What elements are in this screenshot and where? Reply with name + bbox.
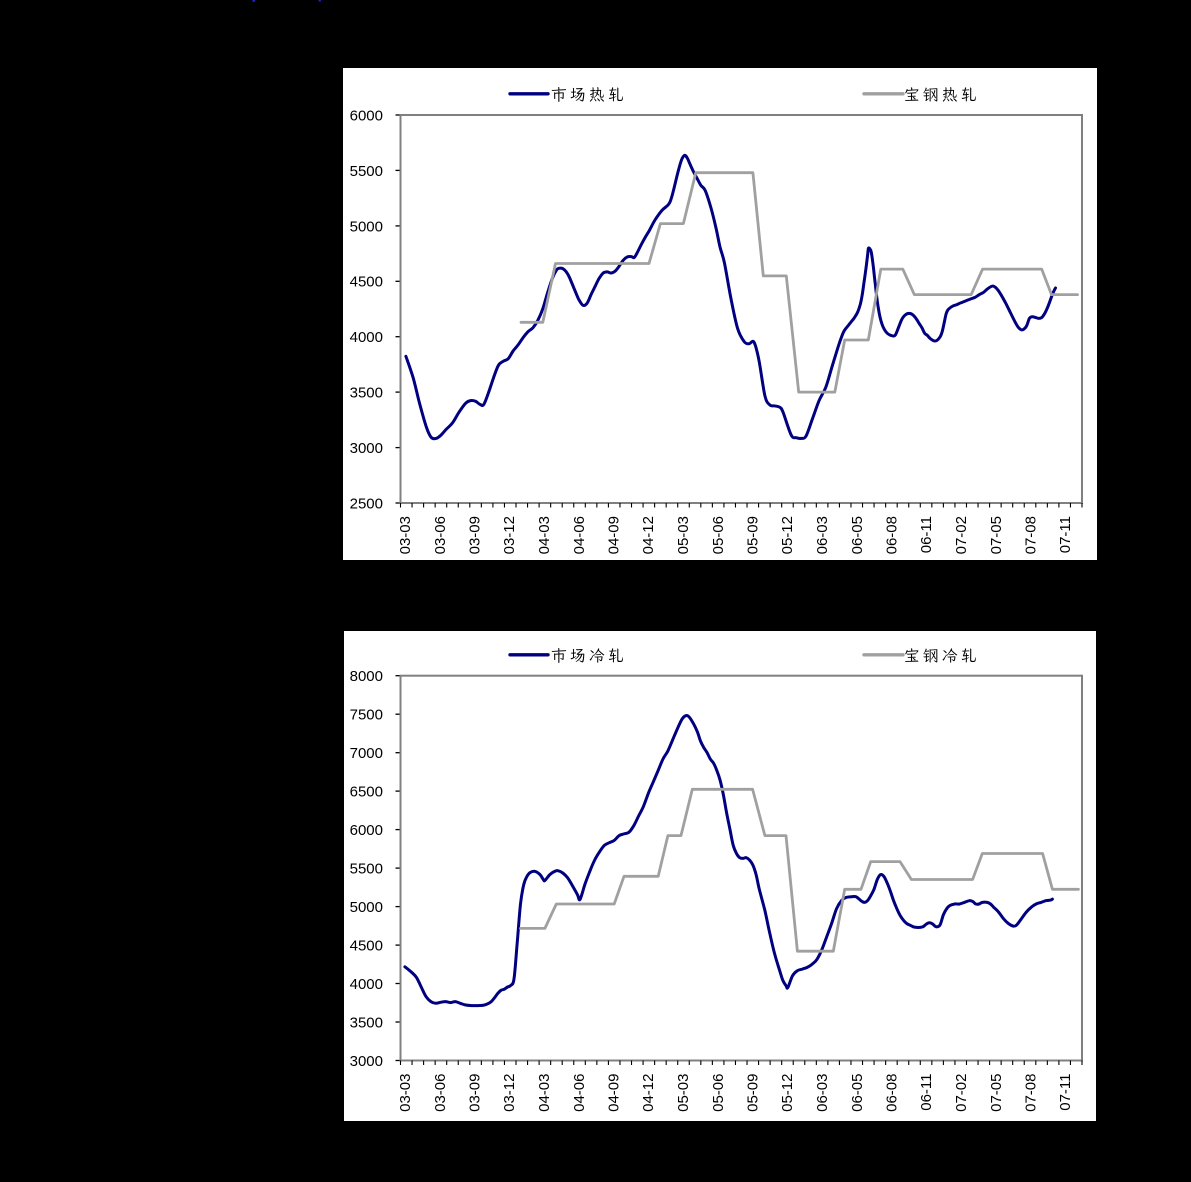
svg-text:4500: 4500	[350, 938, 383, 955]
svg-text:07-02: 07-02	[953, 1074, 970, 1112]
svg-text:06-11: 06-11	[918, 516, 935, 553]
svg-text:05-12: 05-12	[779, 516, 796, 554]
svg-text:5000: 5000	[350, 899, 383, 916]
svg-text:8000: 8000	[350, 668, 383, 685]
svg-text:06-05: 06-05	[849, 1074, 866, 1112]
svg-text:05-03: 05-03	[675, 516, 692, 554]
svg-text:07-08: 07-08	[1023, 1074, 1040, 1112]
svg-text:04-12: 04-12	[640, 516, 657, 554]
svg-text:03-06: 03-06	[432, 1074, 449, 1112]
svg-text:06-05: 06-05	[849, 516, 866, 554]
svg-text:04-03: 04-03	[536, 516, 553, 554]
svg-text:3500: 3500	[350, 1014, 383, 1031]
svg-text:05-03: 05-03	[675, 1074, 692, 1112]
svg-text:05-06: 05-06	[710, 1074, 727, 1112]
svg-text:07-11: 07-11	[1057, 1074, 1074, 1111]
svg-text:5000: 5000	[350, 218, 383, 235]
svg-text:03-06: 03-06	[432, 516, 449, 554]
svg-text:05-06: 05-06	[710, 516, 727, 554]
svg-text:6000: 6000	[350, 822, 383, 839]
svg-text:03-09: 03-09	[467, 1074, 484, 1112]
svg-text:06-11: 06-11	[918, 1074, 935, 1111]
svg-text:05-09: 05-09	[745, 1074, 762, 1112]
svg-text:05-09: 05-09	[745, 516, 762, 554]
svg-text:06-03: 06-03	[814, 1074, 831, 1112]
svg-text:07-08: 07-08	[1023, 516, 1040, 554]
svg-text:04-06: 04-06	[571, 516, 588, 554]
svg-text:04-03: 04-03	[536, 1074, 553, 1112]
svg-text:03-03: 03-03	[397, 1074, 414, 1112]
svg-text:3500: 3500	[350, 385, 383, 402]
svg-text:07-02: 07-02	[953, 516, 970, 554]
svg-text:4000: 4000	[350, 329, 383, 346]
svg-text:5500: 5500	[350, 861, 383, 878]
svg-text:03-12: 03-12	[501, 1074, 518, 1112]
svg-text:06-08: 06-08	[884, 516, 901, 554]
svg-text:7000: 7000	[350, 745, 383, 762]
svg-text:2500: 2500	[350, 495, 383, 512]
svg-text:03-03: 03-03	[397, 516, 414, 554]
svg-text:6000: 6000	[350, 107, 383, 124]
svg-text:06-08: 06-08	[884, 1074, 901, 1112]
svg-text:03-12: 03-12	[501, 516, 518, 554]
svg-text:07-05: 07-05	[988, 516, 1005, 554]
svg-text:5500: 5500	[350, 163, 383, 180]
svg-text:4500: 4500	[350, 274, 383, 291]
svg-text:04-09: 04-09	[606, 1074, 623, 1112]
svg-text:06-03: 06-03	[814, 516, 831, 554]
svg-text:7500: 7500	[350, 707, 383, 724]
svg-text:03-09: 03-09	[467, 516, 484, 554]
svg-text:04-06: 04-06	[571, 1074, 588, 1112]
svg-text:04-09: 04-09	[606, 516, 623, 554]
svg-text:07-11: 07-11	[1057, 516, 1074, 553]
svg-text:6500: 6500	[350, 784, 383, 801]
svg-text:07-05: 07-05	[988, 1074, 1005, 1112]
svg-text:3000: 3000	[350, 1053, 383, 1070]
svg-text:05-12: 05-12	[779, 1074, 796, 1112]
svg-text:04-12: 04-12	[640, 1074, 657, 1112]
svg-text:3000: 3000	[350, 440, 383, 457]
svg-text:4000: 4000	[350, 976, 383, 993]
